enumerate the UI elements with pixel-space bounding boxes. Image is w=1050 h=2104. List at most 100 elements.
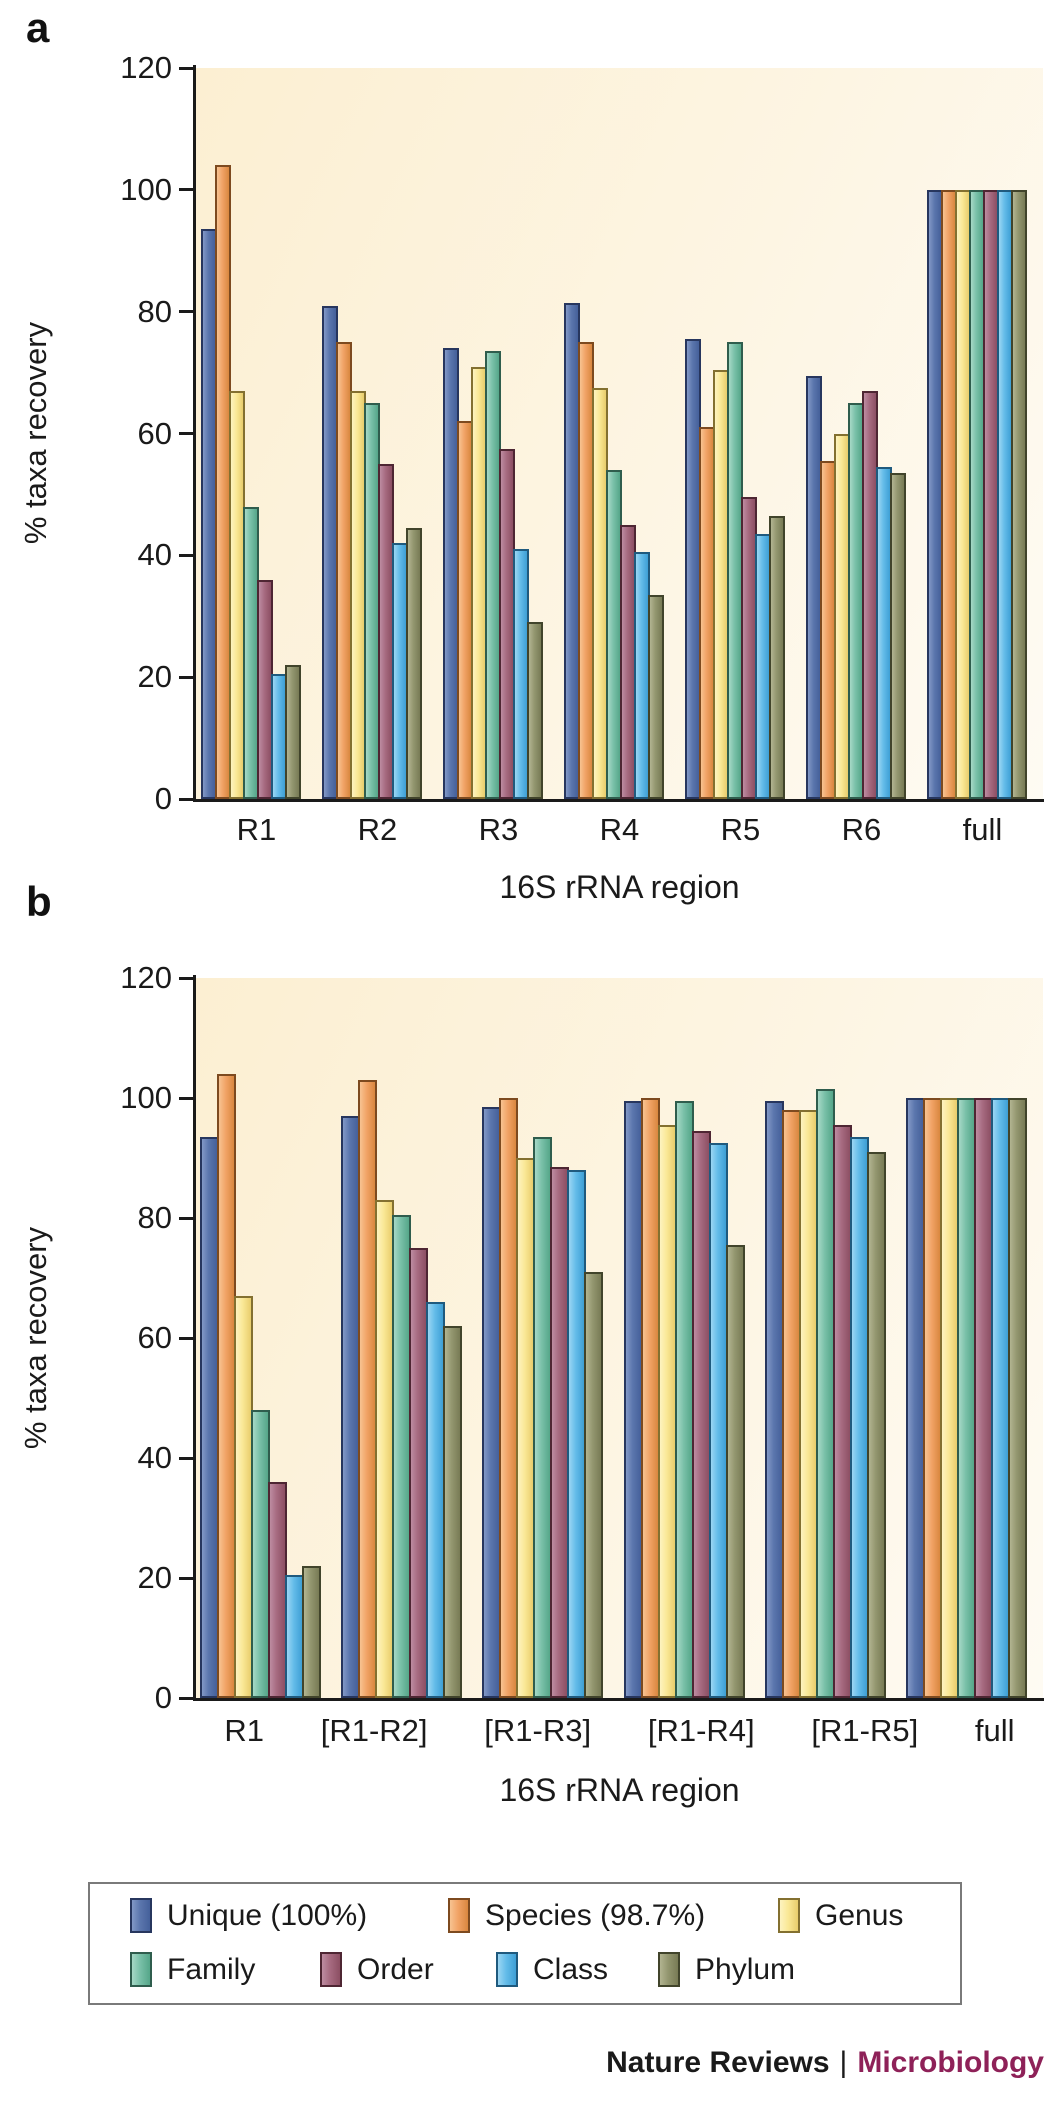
panel-b-y-tick-label-100: 100 xyxy=(120,1080,172,1115)
panel-a-bar-group-full xyxy=(926,68,1039,799)
legend-label-genus: Genus xyxy=(815,1898,904,1932)
bar-b-full-phylum xyxy=(1007,1098,1027,1698)
panel-a-x-tick-labels: R1 R2 R3 R4 R5 R6 full xyxy=(196,812,1043,852)
panel-b-bars xyxy=(196,978,1043,1698)
legend-swatch-family-icon xyxy=(130,1952,152,1987)
panel-b-x-tick-label-[R1-R3]: [R1-R3] xyxy=(484,1713,592,1748)
legend-label-family: Family xyxy=(167,1952,256,1986)
panel-b-bar-group-full xyxy=(905,978,1039,1698)
panel-a-y-tick-mark-100 xyxy=(179,188,195,192)
panel-a-y-tick-label-20: 20 xyxy=(137,659,172,695)
panel-a-y-tick-label-60: 60 xyxy=(137,415,172,451)
panel-b-y-tick-mark-120 xyxy=(179,976,195,980)
panel-b-bar-group-[R1-R4] xyxy=(623,978,757,1698)
legend-item-unique: Unique (100%) xyxy=(130,1898,367,1933)
panel-b-x-tick-labels: R1 [R1-R2] [R1-R3] [R1-R4] [R1-R5] full xyxy=(196,1713,1043,1753)
panel-a-x-tick-label-R2: R2 xyxy=(357,812,398,847)
panel-a-y-tick-mark-0 xyxy=(179,797,195,801)
panel-a-x-tick-label-R4: R4 xyxy=(599,812,640,847)
panel-b-bar-group-R1 xyxy=(200,978,333,1698)
panel-a-bar-group-R2 xyxy=(321,68,434,799)
panel-a-y-tick-label-80: 80 xyxy=(137,293,172,329)
bar-b-[R1-R3]-phylum xyxy=(584,1272,604,1698)
bar-a-full-phylum xyxy=(1010,189,1027,799)
panel-a-y-tick-mark-80 xyxy=(179,310,195,314)
panel-b-bar-group-[R1-R3] xyxy=(482,978,615,1698)
legend-swatch-species-icon xyxy=(448,1898,470,1933)
legend-swatch-class-icon xyxy=(496,1952,518,1987)
panel-a-y-tick-label-0: 0 xyxy=(154,781,172,816)
legend-label-species: Species (98.7%) xyxy=(485,1898,706,1932)
panel-b-y-tick-label-80: 80 xyxy=(137,1200,172,1235)
panel-b-x-axis-line xyxy=(193,1698,1044,1701)
panel-b-y-tick-label-20: 20 xyxy=(137,1560,172,1595)
legend-label-phylum: Phylum xyxy=(695,1952,796,1986)
footer-brand: Microbiology xyxy=(857,2046,1044,2079)
panel-a-y-tick-mark-60 xyxy=(179,432,195,435)
legend-label-unique: Unique (100%) xyxy=(167,1898,368,1932)
panel-a-x-tick-label-full: full xyxy=(962,812,1003,847)
bar-a-R3-phylum xyxy=(526,622,543,799)
legend-item-phylum: Phylum xyxy=(658,1952,795,1987)
panel-b-x-axis-title: 16S rRNA region xyxy=(499,1772,740,1808)
panel-a-bar-group-R6 xyxy=(805,68,918,799)
panel-a-bar-group-R4 xyxy=(563,68,676,799)
panel-b-letter: b xyxy=(26,878,52,925)
bar-b-[R1-R5]-phylum xyxy=(866,1152,886,1698)
legend-item-class: Class xyxy=(496,1952,608,1987)
panel-b-y-tick-mark-60 xyxy=(179,1336,195,1340)
panel-a-bar-group-R1 xyxy=(200,68,313,799)
panel-b-y-tick-mark-0 xyxy=(179,1696,195,1700)
panel-a-y-tick-mark-20 xyxy=(179,675,195,679)
panel-b-y-tick-label-60: 60 xyxy=(137,1320,172,1355)
bar-b-R1-phylum xyxy=(302,1566,322,1698)
legend-label-class: Class xyxy=(533,1952,609,1986)
panel-b-x-tick-label-[R1-R2]: [R1-R2] xyxy=(320,1713,428,1748)
panel-a-x-tick-label-R3: R3 xyxy=(478,812,519,847)
legend-label-order: Order xyxy=(357,1952,434,1986)
bar-b-[R1-R4]-phylum xyxy=(725,1245,745,1698)
bar-a-R6-phylum xyxy=(889,473,906,799)
panel-b-x-tick-label-[R1-R4]: [R1-R4] xyxy=(647,1713,755,1748)
legend-box xyxy=(88,1882,962,2005)
panel-a-y-tick-label-40: 40 xyxy=(137,537,172,573)
panel-a-y-tick-label-120: 120 xyxy=(120,50,172,85)
panel-a-bar-group-R3 xyxy=(442,68,555,799)
panel-a-bars xyxy=(196,68,1043,799)
panel-b-y-tick-mark-20 xyxy=(179,1576,195,1580)
panel-a-letter: a xyxy=(26,4,50,51)
panel-b-bar-group-[R1-R5] xyxy=(764,978,898,1698)
panel-a-y-tick-mark-40 xyxy=(179,553,195,557)
footer-journal: Nature Reviews xyxy=(606,2046,830,2079)
legend-swatch-phylum-icon xyxy=(658,1952,680,1987)
panel-b-y-tick-mark-40 xyxy=(179,1456,195,1460)
panel-b-x-tick-label-[R1-R5]: [R1-R5] xyxy=(811,1713,919,1748)
panel-a-x-tick-label-R5: R5 xyxy=(720,812,761,847)
panel-b-bar-group-[R1-R2] xyxy=(341,978,474,1698)
legend-item-species: Species (98.7%) xyxy=(448,1898,705,1933)
bar-b-[R1-R2]-phylum xyxy=(443,1326,463,1698)
panel-a-bar-group-R5 xyxy=(684,68,797,799)
panel-b-x-tick-label-R1: R1 xyxy=(224,1713,264,1748)
panel-b-y-tick-mark-100 xyxy=(179,1096,195,1100)
legend-item-order: Order xyxy=(320,1952,434,1987)
panel-b-y-tick-label-120: 120 xyxy=(120,960,172,995)
panel-a-y-axis-title: % taxa recovery xyxy=(18,321,53,545)
bar-a-R5-phylum xyxy=(768,515,785,799)
panel-b-y-axis-title: % taxa recovery xyxy=(18,1226,53,1450)
panel-a-x-tick-label-R1: R1 xyxy=(236,812,277,847)
legend-swatch-genus-icon xyxy=(778,1898,800,1933)
panel-b-plot-area xyxy=(196,978,1043,1698)
legend-item-genus: Genus xyxy=(778,1898,903,1933)
footer-separator: | xyxy=(839,2046,848,2079)
panel-b-y-tick-label-40: 40 xyxy=(137,1440,172,1475)
panel-a-x-axis-title: 16S rRNA region xyxy=(499,869,740,905)
legend-swatch-unique-icon xyxy=(130,1898,152,1933)
legend-swatch-order-icon xyxy=(320,1952,342,1987)
panel-b-x-tick-label-full: full xyxy=(974,1713,1015,1748)
bar-a-R4-phylum xyxy=(647,594,664,799)
legend-item-family: Family xyxy=(130,1952,255,1987)
bar-a-R2-phylum xyxy=(405,527,422,799)
panel-b-y-tick-mark-80 xyxy=(179,1216,195,1220)
